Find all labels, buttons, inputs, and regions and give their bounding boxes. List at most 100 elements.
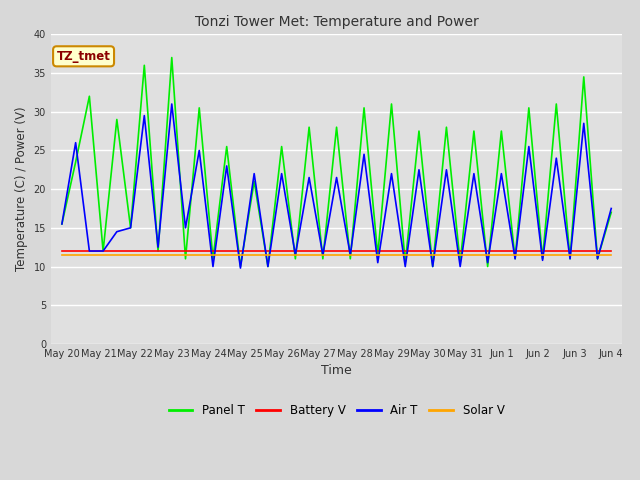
Air T [319, 252, 326, 258]
Air T [292, 252, 300, 258]
Line: Panel T: Panel T [62, 58, 611, 266]
Panel T [552, 101, 560, 107]
Battery V [305, 248, 313, 254]
Solar V [401, 252, 409, 258]
Solar V [168, 252, 175, 258]
Battery V [195, 248, 203, 254]
Solar V [360, 252, 368, 258]
Air T [401, 264, 409, 269]
Panel T [86, 94, 93, 99]
Solar V [607, 252, 615, 258]
Battery V [401, 248, 409, 254]
Air T [456, 264, 464, 269]
X-axis label: Time: Time [321, 364, 352, 377]
Battery V [319, 248, 326, 254]
Text: TZ_tmet: TZ_tmet [56, 50, 111, 63]
Air T [209, 264, 217, 269]
Air T [264, 264, 272, 269]
Panel T [99, 248, 107, 254]
Solar V [333, 252, 340, 258]
Panel T [511, 256, 519, 262]
Battery V [456, 248, 464, 254]
Panel T [470, 128, 477, 134]
Solar V [525, 252, 532, 258]
Battery V [443, 248, 451, 254]
Solar V [415, 252, 423, 258]
Battery V [209, 248, 217, 254]
Panel T [443, 124, 451, 130]
Solar V [72, 252, 79, 258]
Air T [470, 171, 477, 177]
Panel T [401, 260, 409, 265]
Air T [607, 205, 615, 211]
Panel T [429, 264, 436, 269]
Panel T [484, 264, 492, 269]
Battery V [140, 248, 148, 254]
Solar V [209, 252, 217, 258]
Solar V [497, 252, 505, 258]
Title: Tonzi Tower Met: Temperature and Power: Tonzi Tower Met: Temperature and Power [195, 15, 479, 29]
Air T [140, 113, 148, 119]
Air T [580, 120, 588, 126]
Air T [443, 167, 451, 173]
Battery V [250, 248, 258, 254]
Battery V [278, 248, 285, 254]
Battery V [484, 248, 492, 254]
Air T [360, 151, 368, 157]
Legend: Panel T, Battery V, Air T, Solar V: Panel T, Battery V, Air T, Solar V [164, 399, 509, 422]
Battery V [607, 248, 615, 254]
Air T [305, 175, 313, 180]
Solar V [305, 252, 313, 258]
Battery V [525, 248, 532, 254]
Solar V [58, 252, 66, 258]
Solar V [580, 252, 588, 258]
Panel T [566, 256, 574, 262]
Panel T [72, 159, 79, 165]
Solar V [127, 252, 134, 258]
Solar V [99, 252, 107, 258]
Solar V [86, 252, 93, 258]
Battery V [86, 248, 93, 254]
Battery V [127, 248, 134, 254]
Air T [86, 248, 93, 254]
Air T [99, 248, 107, 254]
Solar V [470, 252, 477, 258]
Panel T [415, 128, 423, 134]
Solar V [346, 252, 354, 258]
Battery V [292, 248, 300, 254]
Solar V [264, 252, 272, 258]
Battery V [168, 248, 175, 254]
Battery V [223, 248, 230, 254]
Air T [113, 229, 121, 235]
Panel T [346, 256, 354, 262]
Solar V [511, 252, 519, 258]
Battery V [346, 248, 354, 254]
Air T [195, 147, 203, 153]
Air T [278, 171, 285, 177]
Battery V [497, 248, 505, 254]
Y-axis label: Temperature (C) / Power (V): Temperature (C) / Power (V) [15, 107, 28, 271]
Panel T [168, 55, 175, 60]
Solar V [484, 252, 492, 258]
Panel T [292, 256, 300, 262]
Battery V [360, 248, 368, 254]
Solar V [539, 252, 547, 258]
Air T [154, 244, 162, 250]
Panel T [497, 128, 505, 134]
Panel T [594, 256, 602, 262]
Panel T [525, 105, 532, 111]
Battery V [566, 248, 574, 254]
Panel T [195, 105, 203, 111]
Battery V [388, 248, 396, 254]
Battery V [552, 248, 560, 254]
Battery V [99, 248, 107, 254]
Solar V [292, 252, 300, 258]
Air T [484, 260, 492, 265]
Battery V [58, 248, 66, 254]
Solar V [388, 252, 396, 258]
Panel T [539, 256, 547, 262]
Air T [552, 156, 560, 161]
Solar V [140, 252, 148, 258]
Panel T [113, 117, 121, 122]
Panel T [456, 260, 464, 265]
